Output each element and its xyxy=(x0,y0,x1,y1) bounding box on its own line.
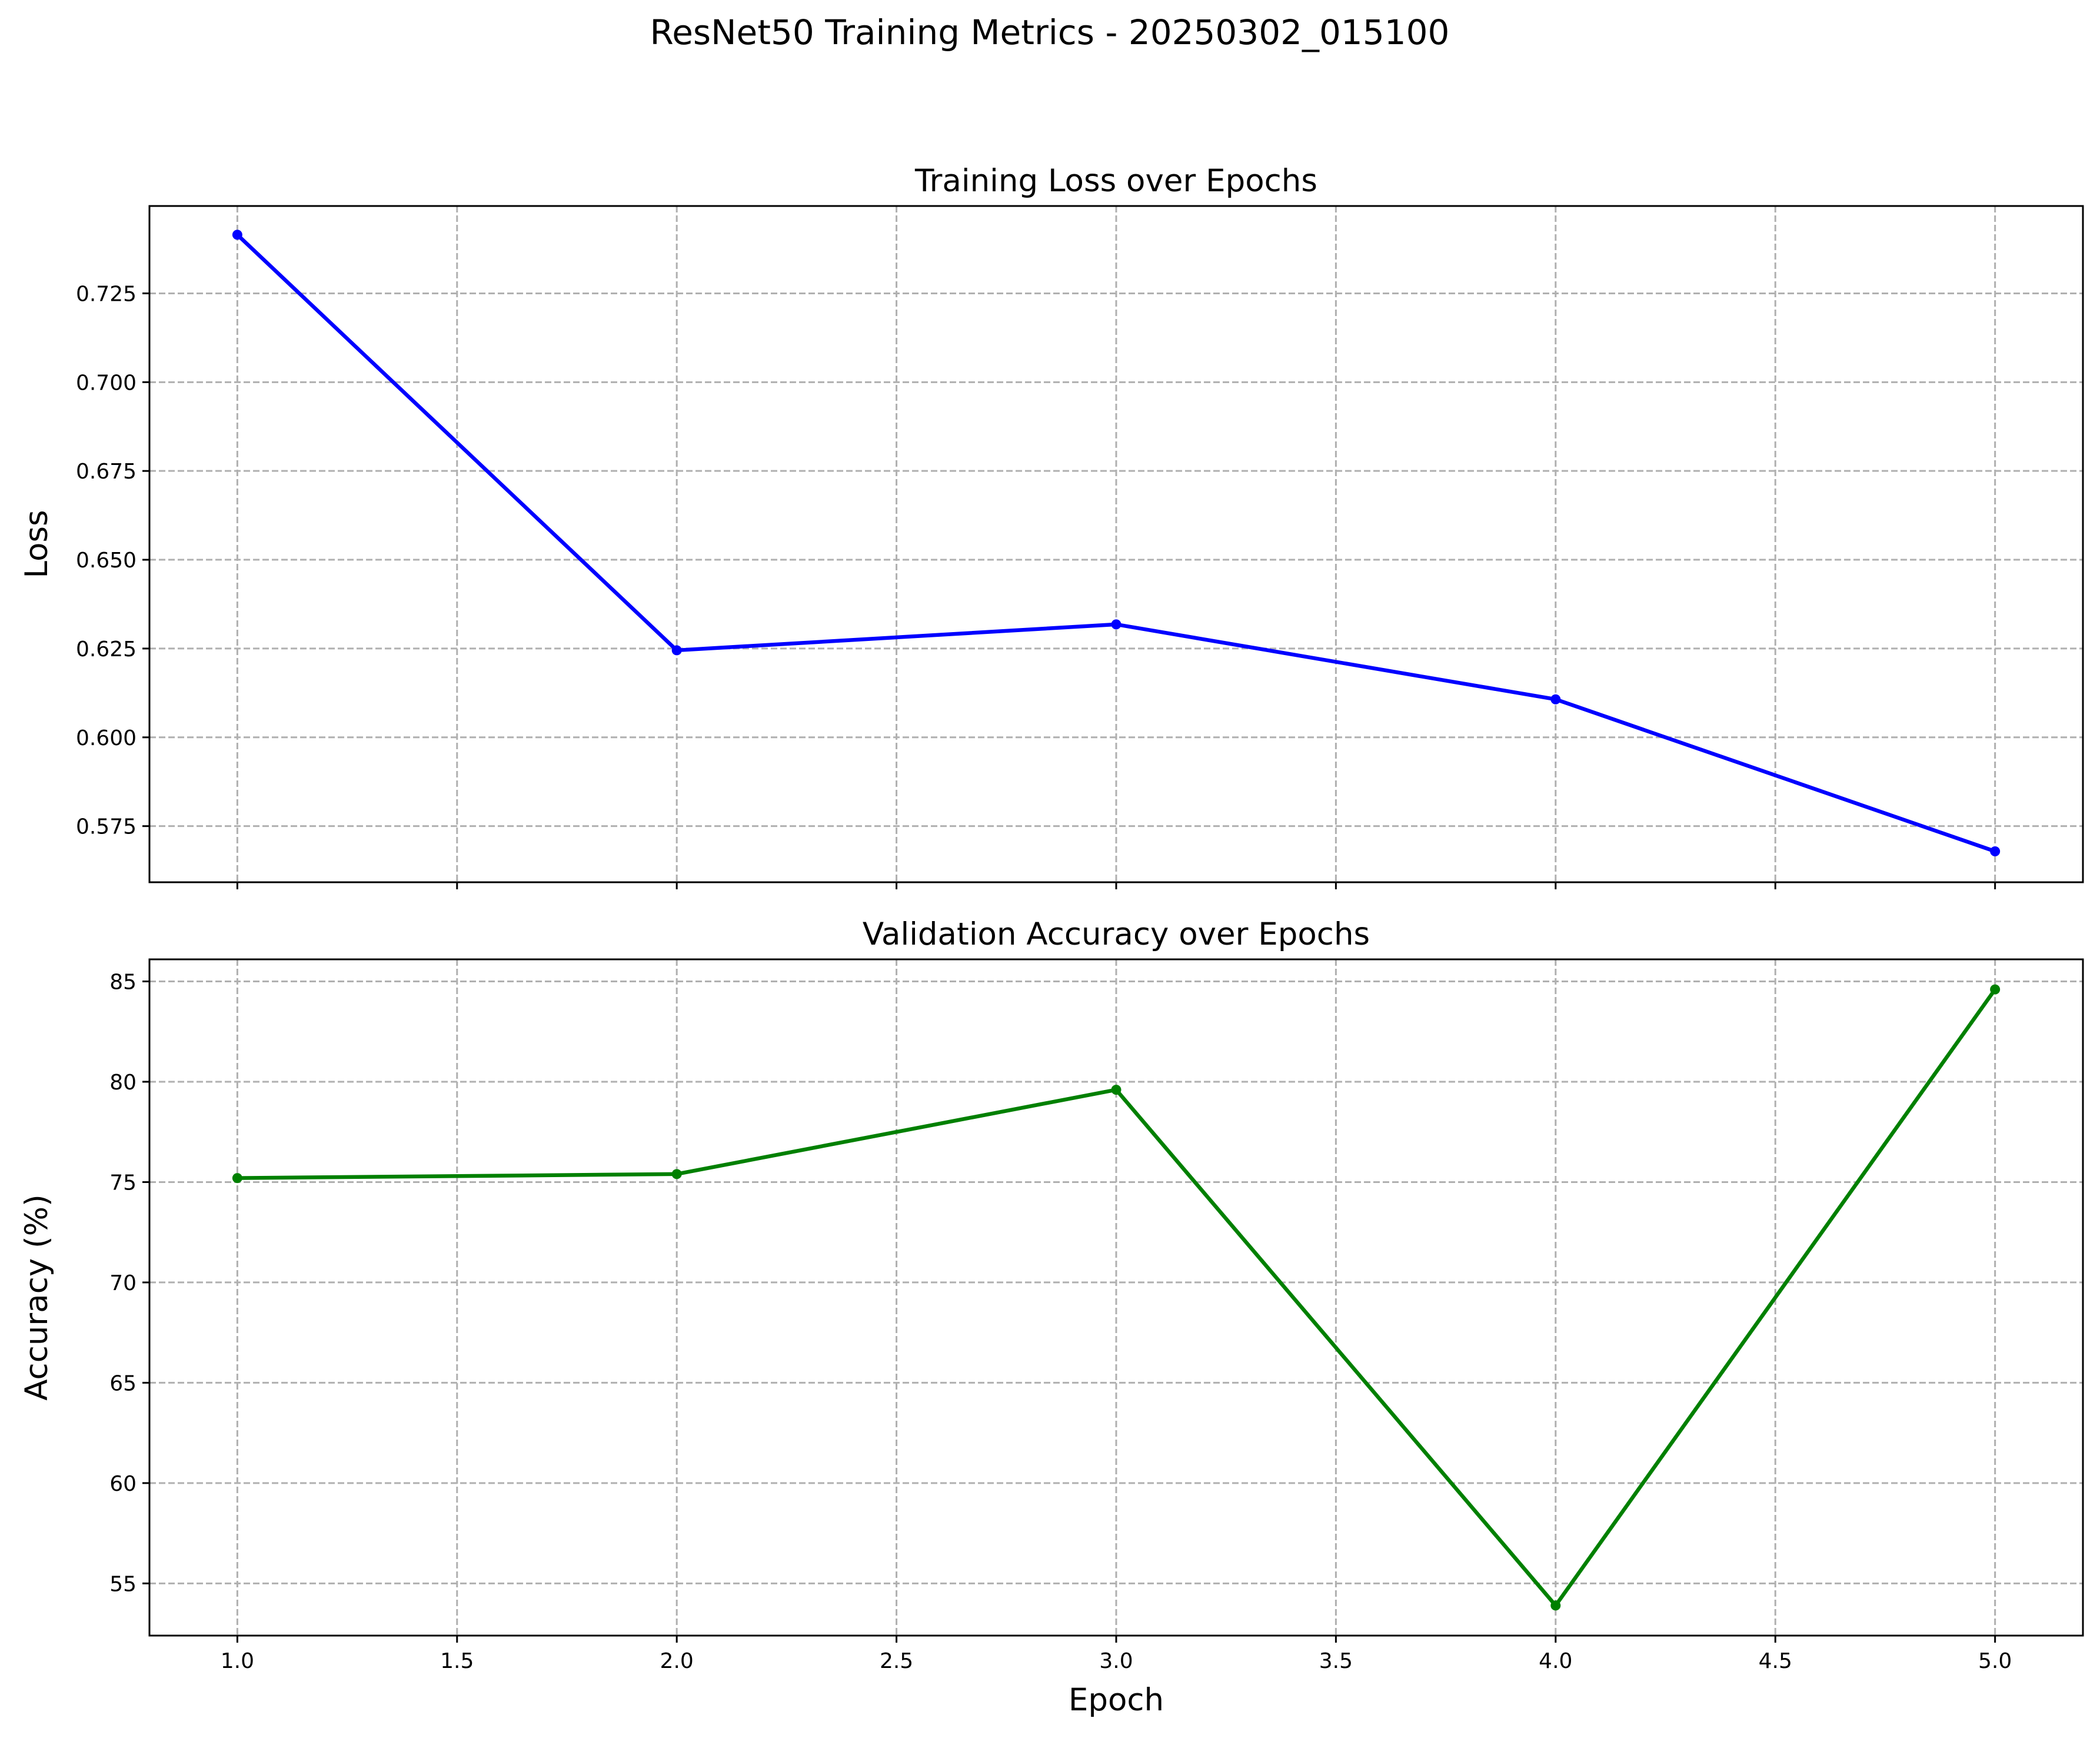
chart-panel-2: 1.0 1.5 2.0 2.5 3.0 3.5 4.0 4.5 5.0 55 60 65 70 75 80 8… xyxy=(19,916,2084,1718)
x-tick-label: 3.0 xyxy=(1099,1649,1133,1673)
x-tick-label: 2.5 xyxy=(880,1649,913,1673)
data-point xyxy=(671,645,682,656)
y-tick-label: 0.625 xyxy=(76,637,137,662)
chart-title: Training Loss over Epochs xyxy=(914,163,1317,199)
y-axis-label: Accuracy (%) xyxy=(19,1194,55,1401)
y-axis-label: Loss xyxy=(19,510,55,578)
chart-panel-1: 0.575 0.600 0.625 0.650 0.675 0.700 0.725 Train… xyxy=(19,163,2084,889)
grid-lines xyxy=(149,959,2083,1636)
y-tick-label: 0.650 xyxy=(76,549,137,573)
x-tick-label: 2.0 xyxy=(660,1649,694,1673)
x-tick-label: 1.5 xyxy=(440,1649,474,1673)
y-tick-label: 60 xyxy=(109,1472,137,1496)
y-tick-label: 65 xyxy=(109,1371,137,1395)
y-tick-label: 0.600 xyxy=(76,726,137,750)
y-tick-label: 0.725 xyxy=(76,282,137,306)
chart-title: Validation Accuracy over Epochs xyxy=(863,916,1370,952)
y-tick-label: 0.700 xyxy=(76,371,137,395)
data-point xyxy=(1990,846,2001,856)
x-tick-label: 4.5 xyxy=(1759,1649,1792,1673)
data-point xyxy=(1111,1085,1121,1095)
grid-lines xyxy=(149,206,2083,882)
data-point xyxy=(671,1169,682,1179)
x-tick-label: 1.0 xyxy=(221,1649,254,1673)
y-tick-label: 0.575 xyxy=(76,815,137,839)
chart-panels: 0.575 0.600 0.625 0.650 0.675 0.700 0.725 Train… xyxy=(19,163,2084,1718)
y-tick-label: 75 xyxy=(109,1171,137,1195)
data-point xyxy=(1550,694,1561,704)
data-point xyxy=(1550,1600,1561,1611)
data-point xyxy=(1111,619,1121,630)
data-point xyxy=(1990,984,2001,995)
y-tick-label: 80 xyxy=(109,1071,137,1095)
x-tick-label: 3.5 xyxy=(1319,1649,1353,1673)
data-point xyxy=(232,1173,242,1184)
y-tick-label: 0.675 xyxy=(76,460,137,484)
y-tick-label: 70 xyxy=(109,1271,137,1295)
figure-suptitle: ResNet50 Training Metrics - 20250302_015… xyxy=(650,12,1450,52)
y-tick-label: 55 xyxy=(109,1572,137,1596)
y-tick-label: 85 xyxy=(109,971,137,995)
x-axis-label: Epoch xyxy=(1069,1682,1164,1718)
x-tick-label: 4.0 xyxy=(1539,1649,1572,1673)
x-tick-label: 5.0 xyxy=(1978,1649,2012,1673)
data-point xyxy=(232,230,242,240)
